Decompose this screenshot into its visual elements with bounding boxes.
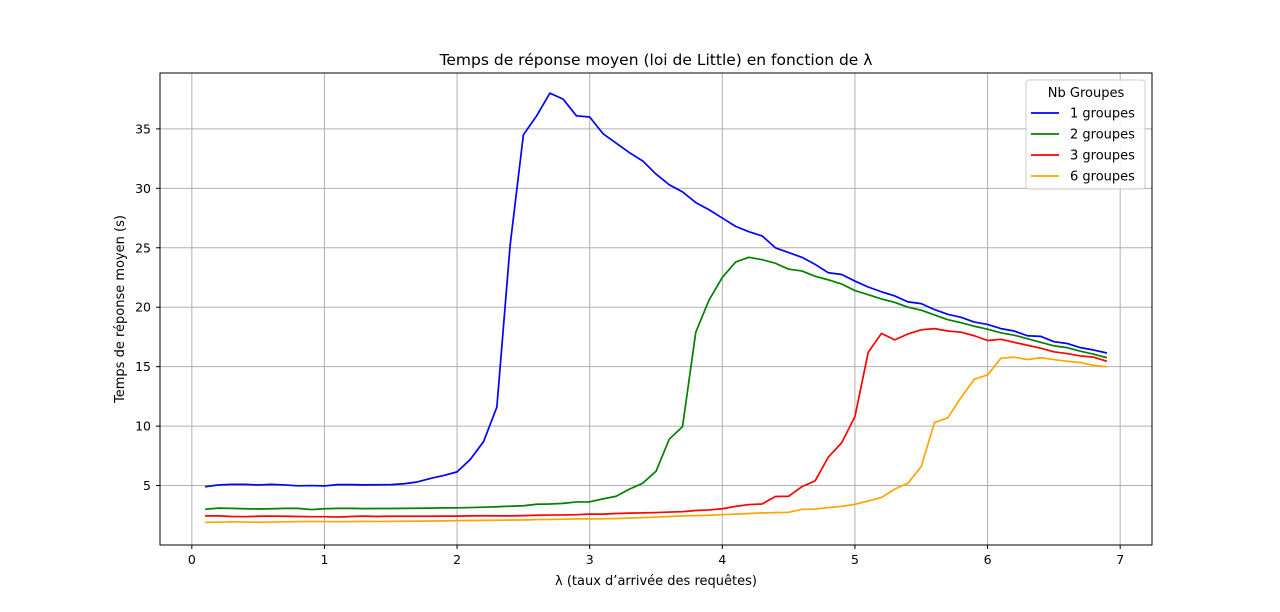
x-tick-label: 5: [851, 552, 859, 567]
y-tick-label: 10: [135, 419, 151, 434]
legend-label-3-groupes: 3 groupes: [1070, 149, 1135, 164]
x-tick-label: 0: [188, 552, 196, 567]
x-tick-label: 2: [453, 552, 461, 567]
y-axis-ticks: 5 10 15 20 25 30 35: [135, 121, 160, 493]
legend-label-2-groupes: 2 groupes: [1070, 128, 1135, 143]
series-line-1-groupes: [204, 92, 1108, 488]
series-line-2-groupes: [205, 256, 1108, 511]
x-tick-label: 7: [1116, 552, 1124, 567]
x-tick-label: 3: [586, 552, 594, 567]
x-axis-ticks: 0 1 2 3 4 5 6 7: [188, 545, 1124, 567]
x-tick-label: 4: [718, 552, 726, 567]
plot-frame: [159, 72, 1153, 546]
legend-box: [1025, 79, 1146, 190]
x-tick-label: 6: [984, 552, 992, 567]
y-tick-label: 35: [135, 121, 151, 136]
y-tick-label: 5: [143, 478, 151, 493]
x-axis-title: λ (taux d’arrivée des requêtes): [555, 574, 757, 589]
y-tick-label: 25: [135, 240, 151, 255]
y-tick-label: 30: [135, 181, 151, 196]
legend: Nb Groupes 1 groupes 2 groupes 3 groupes 6 …: [1025, 79, 1146, 190]
legend-label-1-groupes: 1 groupes: [1070, 107, 1135, 122]
legend-entries: 1 groupes 2 groupes 3 groupes 6 groupes: [1031, 107, 1135, 185]
x-tick-label: 1: [320, 552, 328, 567]
legend-label-6-groupes: 6 groupes: [1070, 170, 1135, 185]
chart-title: Temps de réponse moyen (loi de Little) e…: [439, 51, 873, 69]
y-tick-label: 15: [135, 359, 151, 374]
grid-lines: [160, 73, 1152, 545]
series-line-6-groupes: [205, 356, 1107, 524]
y-tick-label: 20: [135, 300, 151, 315]
legend-title: Nb Groupes: [1048, 86, 1125, 101]
y-axis-title: Temps de réponse moyen (s): [113, 215, 128, 404]
series-lines: [204, 92, 1108, 524]
series-line-3-groupes: [205, 327, 1108, 518]
